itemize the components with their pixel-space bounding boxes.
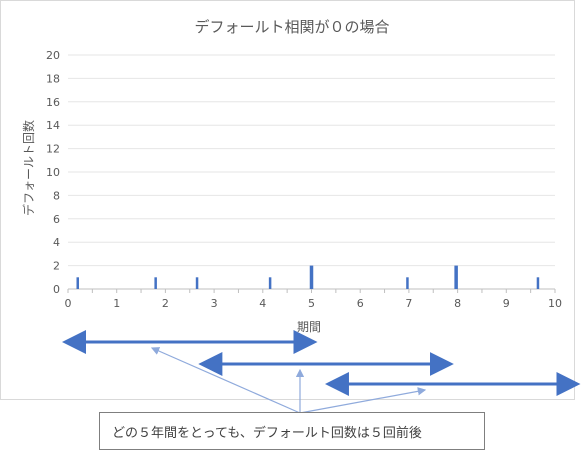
data-bar [406, 277, 409, 289]
x-tick-label: 10 [548, 297, 562, 310]
x-tick-label: 9 [503, 297, 510, 310]
y-tick-label: 2 [53, 260, 60, 273]
data-bar [309, 265, 314, 289]
data-bar [195, 277, 199, 289]
y-axis-title: デフォールト回数 [21, 120, 36, 216]
x-tick-label: 6 [357, 297, 364, 310]
gridlines [67, 54, 556, 293]
x-tick-label: 8 [454, 297, 461, 310]
x-tick-label: 2 [162, 297, 169, 310]
pointer-line [150, 347, 301, 414]
data-bar [76, 277, 79, 289]
y-tick-label: 18 [46, 72, 60, 85]
x-tick-labels: 0 1 2 3 4 5 6 7 8 9 10 [65, 297, 563, 310]
y-tick-label: 6 [53, 213, 60, 226]
x-axis-title: 期間 [297, 320, 321, 334]
y-tick-label: 0 [53, 283, 60, 296]
data-bar [536, 277, 540, 289]
y-tick-label: 20 [46, 49, 60, 62]
y-tick-label: 8 [53, 189, 60, 202]
y-tick-label: 12 [46, 143, 60, 156]
x-tick-label: 3 [211, 297, 218, 310]
data-bar [154, 277, 157, 289]
y-tick-label: 14 [46, 119, 60, 132]
x-tick-label: 7 [405, 297, 412, 310]
y-tick-labels: 0 2 4 6 8 10 12 14 16 18 20 [46, 49, 60, 296]
window-arrows [62, 330, 581, 396]
data-bar [454, 265, 458, 289]
x-tick-label: 4 [259, 297, 266, 310]
chart-title: デフォールト相関が０の場合 [194, 18, 389, 36]
x-tick-label: 0 [65, 297, 72, 310]
pointer-line [299, 387, 427, 414]
data-bar [268, 277, 272, 289]
callout-box: どの５年間をとっても、デフォールト回数は５回前後 [99, 412, 485, 450]
x-tick-label: 1 [113, 297, 120, 310]
x-tick-label: 5 [308, 297, 315, 310]
y-tick-label: 10 [46, 166, 60, 179]
callout-pointers [150, 347, 427, 414]
y-tick-label: 4 [53, 236, 60, 249]
y-tick-label: 16 [46, 96, 60, 109]
data-bars [76, 265, 540, 289]
